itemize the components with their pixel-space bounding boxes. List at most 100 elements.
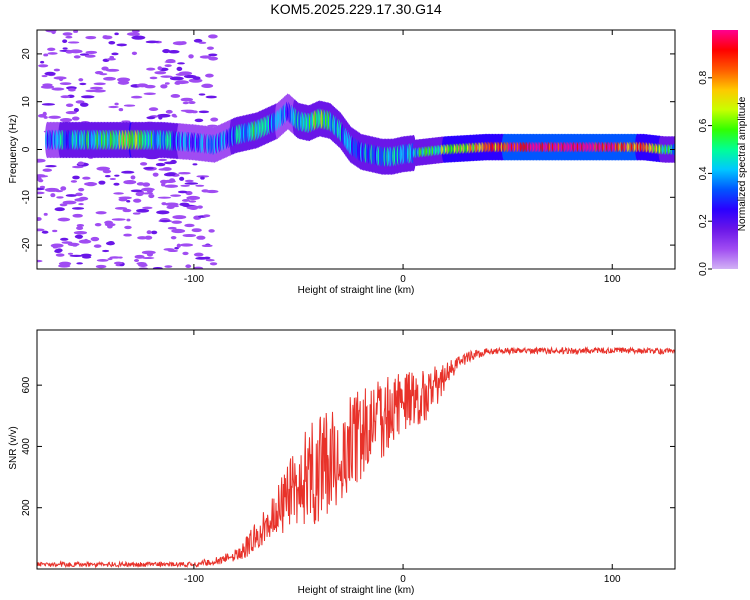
spectrogram-noise-cell: [37, 191, 45, 195]
spectrogram-noise-cell: [45, 165, 57, 168]
spectrogram-noise-cell: [94, 71, 104, 75]
spectrogram-noise-cell: [176, 243, 181, 248]
spectrogram-noise-cell: [71, 165, 84, 169]
spectrogram-noise-cell: [85, 182, 97, 187]
spectrogram-noise-cell: [146, 67, 156, 71]
spectrogram-noise-cell: [141, 187, 155, 192]
spectrogram-noise: [37, 30, 219, 269]
spectrogram-noise-cell: [96, 166, 111, 171]
spectrogram-noise-cell: [210, 117, 219, 122]
spectrogram-noise-cell: [154, 71, 167, 75]
spectrogram-noise-cell: [141, 192, 154, 195]
spectrogram-noise-cell: [71, 116, 80, 121]
spectrogram-noise-cell: [173, 115, 178, 118]
colorbar-tick-label: 0.2: [698, 214, 709, 228]
spectrogram-xtick-label: 0: [400, 274, 406, 285]
spectrogram-noise-cell: [183, 74, 197, 79]
spectrogram-noise-cell: [41, 74, 48, 78]
spectrogram-noise-cell: [117, 80, 130, 85]
spectrogram-noise-cell: [196, 235, 206, 240]
spectrogram-noise-cell: [44, 71, 56, 76]
spectrogram-noise-cell: [130, 189, 143, 193]
spectrogram-noise-cell: [142, 206, 153, 210]
spectrogram-ytick-label: -10: [21, 190, 32, 205]
spectrogram-noise-cell: [54, 248, 61, 253]
spectrogram-noise-cell: [158, 168, 168, 171]
spectrogram-noise-cell: [170, 194, 182, 197]
spectrogram-noise-cell: [40, 85, 55, 89]
spectrogram-noise-cell: [55, 253, 65, 257]
spectrogram-noise-cell: [59, 203, 68, 207]
spectrogram-noise-cell: [130, 175, 136, 180]
spectrogram-noise-cell: [198, 41, 207, 44]
spectrogram-noise-cell: [72, 213, 83, 218]
spectrogram-noise-cell: [177, 190, 188, 194]
spectrogram-noise-cell: [132, 212, 141, 215]
spectrogram-noise-cell: [188, 54, 194, 59]
spectrogram-noise-cell: [195, 184, 205, 187]
spectrogram-noise-cell: [78, 203, 84, 206]
snr-xtick-label: -100: [184, 574, 204, 585]
spectrogram-noise-cell: [155, 162, 166, 167]
spectrogram-noise-cell: [180, 184, 190, 187]
spectrogram-noise-cell: [37, 158, 46, 163]
spectrogram-noise-cell: [60, 95, 71, 99]
spectrogram-noise-cell: [178, 171, 191, 175]
spectrogram-noise-cell: [76, 226, 84, 231]
snr-ytick-label: 400: [21, 438, 32, 455]
spectrogram-noise-cell: [108, 41, 116, 45]
spectrogram-noise-cell: [139, 162, 148, 166]
spectrogram-noise-cell: [164, 202, 179, 207]
spectrogram-noise-cell: [146, 40, 159, 44]
spectrogram-noise-cell: [89, 86, 104, 90]
spectrogram-noise-cell: [157, 196, 172, 199]
spectrogram-noise-cell: [76, 262, 83, 265]
spectrogram-noise-cell: [37, 176, 42, 181]
colorbar-ticks: 0.0 0.2 0.4 0.6 0.8: [698, 70, 712, 276]
spectrogram-noise-cell: [180, 41, 187, 45]
spectrogram-noise-cell: [192, 163, 198, 166]
spectrogram-noise-cell: [160, 84, 168, 89]
spectrogram-noise-cell: [102, 169, 112, 174]
spectrogram-noise-cell: [113, 182, 120, 186]
spectrogram-noise-cell: [79, 82, 87, 86]
spectrogram-noise-cell: [135, 191, 144, 197]
spectrogram-noise-cell: [65, 194, 78, 197]
spectrogram-noise-cell: [113, 261, 123, 265]
page-title: KOM5.2025.229.17.30.G14: [270, 1, 442, 17]
colorbar-tick-label: 0.8: [698, 70, 709, 84]
spectrogram-noise-cell: [74, 234, 84, 239]
spectrogram-noise-cell: [191, 228, 202, 233]
spectrogram-noise-cell: [71, 207, 85, 210]
spectrogram-noise-cell: [165, 109, 173, 114]
spectrogram-noise-cell: [205, 73, 214, 78]
spectrogram-noise-cell: [104, 174, 111, 178]
spectrogram-noise-cell: [158, 220, 173, 223]
spectrogram-noise-cell: [180, 97, 194, 102]
spectrogram-noise-cell: [196, 175, 210, 178]
spectrogram-noise-cell: [200, 176, 205, 180]
spectrogram-noise-cell: [48, 115, 61, 119]
spectrogram-noise-cell: [198, 93, 206, 96]
spectrogram-noise-cell: [52, 229, 58, 233]
spectrogram-noise-cell: [104, 220, 113, 225]
spectrogram-noise-cell: [194, 118, 204, 123]
spectrogram-noise-cell: [201, 189, 209, 193]
snr-ytick-label: 200: [21, 499, 32, 516]
spectrogram-xlabel: Height of straight line (km): [298, 285, 415, 296]
spectrogram-noise-cell: [167, 249, 179, 253]
spectrogram-noise-cell: [41, 103, 55, 106]
spectrogram-noise-cell: [85, 35, 97, 40]
spectrogram-noise-cell: [96, 259, 109, 262]
spectrogram-noise-cell: [78, 78, 84, 82]
spectrogram-ytick-label: 10: [21, 96, 32, 108]
spectrogram-noise-cell: [203, 256, 211, 260]
spectrogram-noise-cell: [85, 50, 98, 54]
spectrogram-noise-cell: [57, 217, 71, 222]
spectrogram-noise-cell: [50, 193, 56, 198]
spectrogram-noise-cell: [109, 256, 121, 259]
spectrogram-noise-cell: [58, 261, 72, 266]
spectrogram-noise-cell: [42, 168, 53, 172]
spectrogram-noise-cell: [167, 226, 177, 230]
spectrogram-noise-cell: [74, 198, 85, 202]
